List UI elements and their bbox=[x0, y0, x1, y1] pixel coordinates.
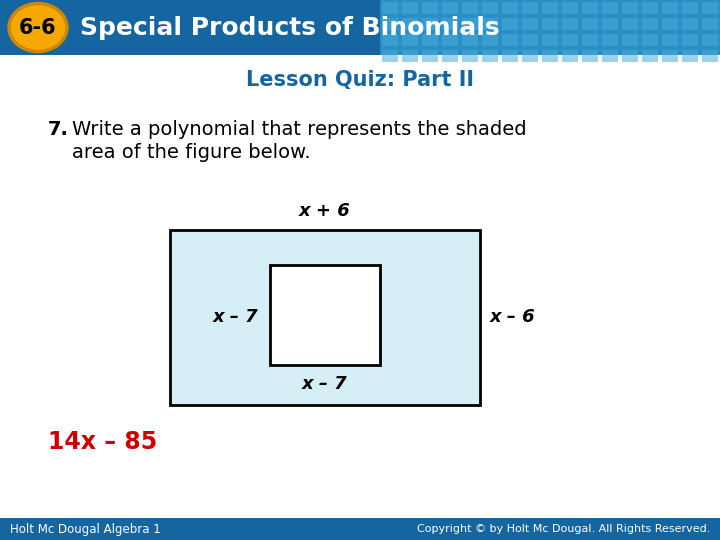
Bar bbox=[642, 34, 658, 46]
Bar bbox=[0, 518, 720, 540]
Bar bbox=[482, 2, 498, 14]
Text: Special Products of Binomials: Special Products of Binomials bbox=[80, 16, 500, 39]
Bar bbox=[662, 34, 678, 46]
Bar bbox=[482, 50, 498, 62]
Bar bbox=[562, 34, 578, 46]
Bar bbox=[522, 2, 538, 14]
Text: Write a polynomial that represents the shaded: Write a polynomial that represents the s… bbox=[72, 120, 526, 139]
Text: area of the figure below.: area of the figure below. bbox=[72, 143, 310, 162]
Bar bbox=[462, 34, 478, 46]
Text: 6-6: 6-6 bbox=[19, 17, 57, 37]
Bar bbox=[422, 18, 438, 30]
Ellipse shape bbox=[9, 3, 67, 51]
Text: Lesson Quiz: Part II: Lesson Quiz: Part II bbox=[246, 70, 474, 90]
Bar bbox=[662, 50, 678, 62]
Bar bbox=[382, 50, 398, 62]
Bar bbox=[542, 34, 558, 46]
Bar bbox=[270, 265, 380, 365]
Bar bbox=[602, 2, 618, 14]
Bar bbox=[442, 2, 458, 14]
Bar bbox=[462, 18, 478, 30]
Bar bbox=[380, 0, 720, 55]
Bar bbox=[702, 2, 718, 14]
Bar bbox=[682, 50, 698, 62]
Bar bbox=[170, 230, 480, 405]
Bar bbox=[382, 2, 398, 14]
Bar bbox=[502, 34, 518, 46]
Bar bbox=[542, 2, 558, 14]
Bar bbox=[602, 34, 618, 46]
Bar bbox=[0, 0, 720, 55]
Bar bbox=[482, 18, 498, 30]
Bar bbox=[502, 18, 518, 30]
Text: Holt Mc Dougal Algebra 1: Holt Mc Dougal Algebra 1 bbox=[10, 523, 161, 536]
Bar bbox=[522, 18, 538, 30]
Bar bbox=[442, 18, 458, 30]
Bar bbox=[582, 34, 598, 46]
Bar bbox=[542, 50, 558, 62]
Bar bbox=[562, 18, 578, 30]
Bar bbox=[562, 50, 578, 62]
Text: Copyright © by Holt Mc Dougal. All Rights Reserved.: Copyright © by Holt Mc Dougal. All Right… bbox=[417, 524, 710, 534]
Bar bbox=[682, 2, 698, 14]
Text: x – 7: x – 7 bbox=[302, 375, 348, 393]
Bar bbox=[582, 2, 598, 14]
Bar bbox=[582, 50, 598, 62]
Bar bbox=[622, 34, 638, 46]
Text: x – 7: x – 7 bbox=[212, 308, 258, 327]
Bar bbox=[662, 18, 678, 30]
Bar bbox=[522, 34, 538, 46]
Bar bbox=[462, 2, 478, 14]
Bar bbox=[682, 34, 698, 46]
Bar bbox=[582, 18, 598, 30]
Bar bbox=[642, 18, 658, 30]
Text: 14x – 85: 14x – 85 bbox=[48, 430, 157, 454]
Bar bbox=[702, 34, 718, 46]
Bar bbox=[382, 34, 398, 46]
Bar bbox=[402, 34, 418, 46]
Bar bbox=[422, 34, 438, 46]
Bar bbox=[682, 18, 698, 30]
Bar bbox=[482, 34, 498, 46]
Bar bbox=[702, 18, 718, 30]
Text: x – 6: x – 6 bbox=[490, 308, 536, 327]
Bar bbox=[662, 2, 678, 14]
Text: 7.: 7. bbox=[48, 120, 69, 139]
Bar bbox=[542, 18, 558, 30]
Bar bbox=[462, 50, 478, 62]
Bar bbox=[382, 18, 398, 30]
Bar bbox=[402, 50, 418, 62]
Bar bbox=[562, 2, 578, 14]
Bar bbox=[622, 18, 638, 30]
Bar bbox=[422, 50, 438, 62]
Bar bbox=[402, 2, 418, 14]
Bar bbox=[402, 18, 418, 30]
Text: x + 6: x + 6 bbox=[299, 202, 351, 220]
Bar bbox=[602, 50, 618, 62]
Bar bbox=[522, 50, 538, 62]
Bar bbox=[442, 34, 458, 46]
Bar bbox=[502, 2, 518, 14]
Bar bbox=[702, 50, 718, 62]
Bar bbox=[622, 2, 638, 14]
Bar bbox=[642, 50, 658, 62]
Bar bbox=[622, 50, 638, 62]
Bar bbox=[442, 50, 458, 62]
Bar bbox=[642, 2, 658, 14]
Bar bbox=[502, 50, 518, 62]
Bar bbox=[422, 2, 438, 14]
Bar bbox=[602, 18, 618, 30]
